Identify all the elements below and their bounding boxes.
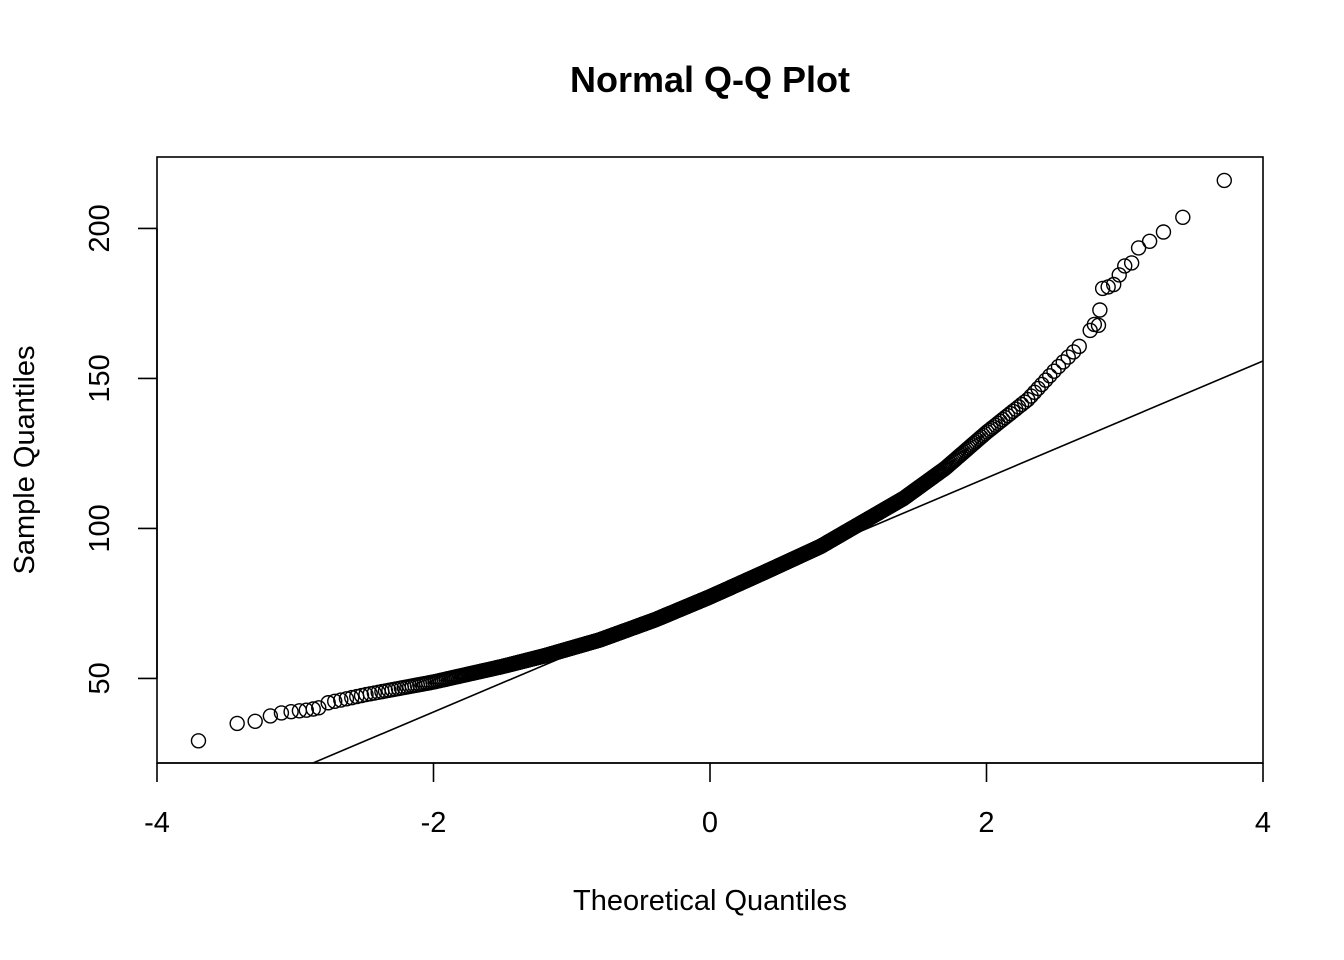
y-tick-label: 50 [84, 662, 116, 694]
y-tick-label: 100 [84, 504, 116, 552]
data-point [1071, 338, 1087, 355]
data-point [320, 695, 336, 711]
data-point [1094, 280, 1111, 297]
data-point [1046, 363, 1062, 379]
data-point [344, 689, 360, 706]
data-point [190, 733, 207, 749]
data-point [1034, 376, 1050, 393]
x-tick-label: -4 [144, 807, 170, 839]
data-point [229, 715, 245, 732]
data-point [1117, 258, 1133, 274]
data-point [1055, 354, 1071, 370]
x-tick-label: -2 [421, 807, 447, 839]
y-axis: 50 100 150 200 [84, 204, 158, 695]
plot-frame [156, 156, 1264, 764]
data-point [298, 702, 315, 718]
data-point [1111, 267, 1127, 283]
data-point [1042, 368, 1058, 384]
x-tick-label: 2 [978, 807, 994, 839]
data-point [247, 713, 263, 729]
y-axis-label: Sample Quantiles [9, 346, 41, 575]
data-point [1050, 358, 1067, 375]
data-point [1155, 224, 1172, 240]
y-tick-label: 200 [84, 204, 116, 252]
data-point [1216, 172, 1232, 189]
data-point [1123, 255, 1140, 271]
data-point [283, 704, 299, 720]
data-point [1141, 233, 1158, 250]
data-point [1037, 372, 1054, 388]
data-point [1065, 344, 1082, 360]
data-point [1092, 302, 1108, 318]
data-point [1090, 317, 1107, 333]
data-point [262, 708, 279, 724]
x-tick-label: 0 [702, 807, 718, 839]
data-point [311, 700, 327, 716]
data-points [190, 172, 1232, 749]
data-point [273, 705, 290, 721]
data-point [997, 409, 1013, 426]
x-axis: -4 -2 0 2 4 [144, 762, 1271, 839]
chart-title: Normal Q-Q Plot [570, 59, 850, 100]
y-tick-label: 150 [84, 354, 116, 402]
data-point [327, 693, 343, 710]
data-point [1060, 349, 1076, 365]
data-point [1105, 276, 1122, 293]
x-axis-label: Theoretical Quantiles [573, 885, 847, 917]
data-point [1175, 209, 1191, 226]
x-tick-label: 4 [1255, 807, 1271, 839]
data-point [1130, 240, 1147, 256]
data-point [333, 692, 349, 708]
data-point [338, 691, 355, 707]
data-point [305, 701, 321, 717]
data-point [1030, 380, 1046, 397]
